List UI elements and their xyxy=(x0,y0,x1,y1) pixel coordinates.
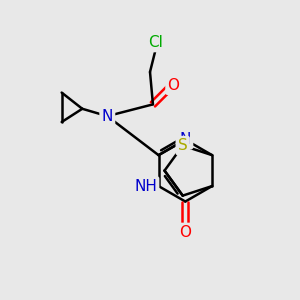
Text: Cl: Cl xyxy=(148,35,163,50)
Text: N: N xyxy=(180,132,191,147)
Text: O: O xyxy=(168,78,180,93)
Text: N: N xyxy=(102,109,113,124)
Text: NH: NH xyxy=(134,178,157,194)
Text: S: S xyxy=(178,138,188,153)
Text: O: O xyxy=(179,225,191,240)
